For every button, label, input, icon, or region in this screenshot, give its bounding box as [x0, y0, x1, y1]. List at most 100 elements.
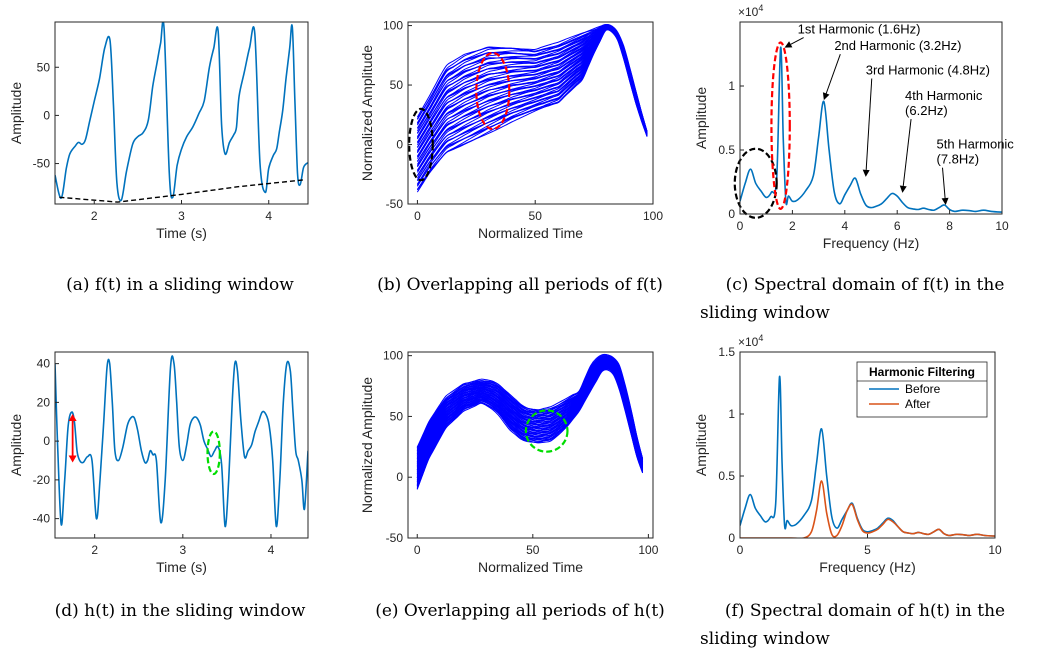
chart-e: 0 50 100 -50 0 50 100 Normalized Time Normalized…: [359, 349, 665, 621]
highlight-ellipse: [733, 147, 778, 219]
period-curve: [416, 23, 648, 135]
y-axis-label: Amplitude: [693, 414, 709, 476]
x-tick-label: 2: [91, 209, 98, 223]
legend-title: Harmonic Filtering: [869, 365, 975, 379]
harmonic-arrow-head: [941, 197, 949, 206]
x-tick-label: 50: [529, 209, 543, 223]
harmonic-arrow: [902, 119, 912, 186]
harmonic-label: 2nd Harmonic (3.2Hz): [834, 38, 961, 53]
x-tick-label: 6: [894, 219, 901, 233]
series-line: [740, 46, 1002, 213]
x-axis-label: Normalized Time: [478, 559, 583, 575]
axes-box: [407, 21, 654, 205]
legend-entry: After: [905, 397, 930, 411]
harmonic-label: 3rd Harmonic (4.8Hz): [866, 62, 990, 77]
harmonic-arrow: [825, 53, 841, 94]
exponent-base: ×10: [738, 335, 759, 349]
harmonic-arrow-head: [899, 185, 907, 193]
period-curve: [416, 353, 644, 461]
highlight-ellipse: [408, 107, 434, 182]
y-tick-label: -40: [33, 512, 51, 526]
axes-box: [739, 21, 1003, 215]
x-tick-label: 0: [737, 219, 744, 233]
exponent-power: 4: [758, 3, 763, 13]
harmonic-label: (7.8Hz): [937, 152, 980, 167]
y-tick-label: -50: [386, 531, 404, 545]
exponent-base: ×10: [738, 5, 759, 19]
chart-c: 1st Harmonic (1.6Hz)2nd Harmonic (3.2Hz)…: [693, 3, 1014, 323]
period-curve: [416, 355, 644, 460]
x-tick-label: 4: [265, 209, 272, 223]
plot-area: [55, 352, 308, 538]
y-tick-label: 50: [37, 60, 51, 74]
y-axis-label: Normalized Amplitude: [359, 45, 375, 181]
highlight-ellipse: [524, 409, 569, 453]
caption-line-2: sliding window: [700, 629, 830, 649]
chart-a: 2 3 4 -50 0 50 Time (s) Amplitude (a) f(t) in a …: [8, 21, 309, 295]
highlight-ellipse: [475, 51, 511, 131]
plot-area: [740, 22, 1002, 214]
y-tick-label: 0.5: [718, 143, 735, 157]
series-line: [55, 22, 308, 202]
y-tick-label: 20: [37, 395, 51, 409]
chart-d: 2 3 4 -40 -20 0 20 40 Time (s) Amplitude (d) h(t) …: [8, 351, 309, 621]
caption: (d) h(t) in the sliding window: [55, 601, 306, 621]
harmonic-arrow: [942, 167, 946, 199]
y-tick-label: 0: [728, 531, 735, 545]
y-tick-label: 100: [383, 19, 403, 33]
caption-line-2: sliding window: [700, 303, 830, 323]
y-tick-label: 0.5: [718, 469, 735, 483]
period-curve: [416, 25, 648, 133]
x-tick-label: 0: [414, 543, 421, 557]
x-tick-label: 0: [414, 209, 421, 223]
y-tick-label: 1: [728, 79, 735, 93]
caption: (b) Overlapping all periods of f(t): [377, 275, 663, 295]
harmonic-arrow: [865, 78, 873, 170]
harmonic-label: (6.2Hz): [905, 103, 948, 118]
series-line-after: [740, 480, 995, 538]
x-axis-label: Time (s): [156, 559, 207, 575]
plot-content: [416, 353, 644, 490]
x-tick-label: 3: [178, 209, 185, 223]
harmonic-arrow-head: [822, 92, 830, 101]
plot-content: [740, 375, 995, 538]
amplitude-arrow-head: [68, 455, 77, 463]
caption-line-1: (f) Spectral domain of h(t) in the: [725, 601, 1005, 621]
x-tick-label: 0: [737, 543, 744, 557]
y-tick-label: 1: [728, 407, 735, 421]
y-tick-label: 0: [43, 108, 50, 122]
x-tick-label: 8: [946, 219, 953, 233]
x-axis-label: Time (s): [156, 225, 207, 241]
plot-content: [55, 355, 308, 528]
series-line: [55, 355, 308, 528]
axes-box: [54, 351, 309, 539]
y-axis-label: Amplitude: [8, 82, 24, 144]
y-tick-label: -20: [33, 473, 51, 487]
axes-box: [407, 351, 654, 539]
chart-f: 0 5 10 0 0.5 1 1.5×104 Frequency (Hz) Amplitude H…: [693, 333, 1005, 649]
harmonic-label: 5th Harmonic: [937, 137, 1015, 152]
valley-trend-line: [59, 179, 304, 203]
x-axis-label: Normalized Time: [478, 225, 583, 241]
y-tick-label: 50: [390, 409, 404, 423]
harmonic-label: 1st Harmonic (1.6Hz): [798, 22, 921, 37]
y-tick-label: 1.5: [718, 345, 735, 359]
harmonic-arrow: [790, 37, 804, 45]
x-tick-label: 4: [841, 219, 848, 233]
y-exponent-label: ×104: [738, 3, 763, 19]
caption-line-1: (c) Spectral domain of f(t) in the: [726, 275, 1005, 295]
x-axis-label: Frequency (Hz): [819, 559, 915, 575]
plot-content: [416, 23, 648, 193]
x-tick-label: 10: [995, 219, 1009, 233]
exponent-power: 4: [758, 333, 763, 343]
y-exponent-label: ×104: [738, 333, 763, 349]
legend-entry: Before: [905, 382, 941, 396]
caption: (a) f(t) in a sliding window: [66, 275, 294, 295]
x-tick-label: 2: [789, 219, 796, 233]
y-tick-label: 0: [43, 434, 50, 448]
harmonic-arrow-head: [784, 41, 793, 48]
y-tick-label: 100: [383, 349, 403, 363]
x-tick-label: 2: [91, 543, 98, 557]
y-tick-label: -50: [386, 197, 404, 211]
x-tick-label: 10: [988, 543, 1002, 557]
